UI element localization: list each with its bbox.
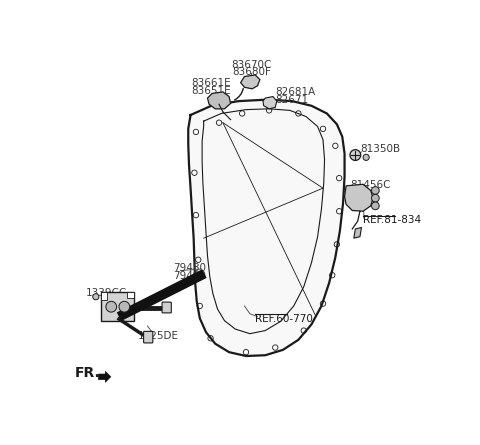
Text: 81456C: 81456C (350, 181, 390, 190)
Text: 79480: 79480 (173, 263, 206, 273)
Circle shape (119, 301, 130, 312)
Polygon shape (345, 184, 373, 211)
Text: REF.81-834: REF.81-834 (363, 215, 421, 225)
Text: 82671: 82671 (275, 95, 308, 105)
Circle shape (372, 194, 379, 202)
Text: 83670C: 83670C (231, 60, 272, 69)
Bar (101, 292, 108, 300)
FancyBboxPatch shape (144, 332, 153, 343)
Circle shape (106, 301, 117, 312)
FancyBboxPatch shape (162, 302, 171, 313)
Polygon shape (354, 227, 361, 238)
Circle shape (363, 154, 369, 161)
Text: 79490: 79490 (173, 271, 206, 280)
Text: 1125DE: 1125DE (138, 331, 179, 340)
Circle shape (372, 202, 379, 210)
Circle shape (93, 294, 99, 300)
Polygon shape (101, 292, 134, 321)
Polygon shape (207, 92, 230, 109)
Circle shape (350, 150, 361, 161)
Text: 81350B: 81350B (360, 144, 400, 154)
Polygon shape (240, 75, 260, 89)
Circle shape (372, 186, 379, 194)
Text: 1339CC: 1339CC (86, 288, 127, 298)
Text: 83661E: 83661E (191, 78, 230, 88)
Text: FR.: FR. (75, 366, 101, 380)
Text: 83680F: 83680F (232, 67, 271, 77)
Text: 82681A: 82681A (275, 87, 315, 97)
Text: REF.60-770: REF.60-770 (255, 314, 313, 324)
Polygon shape (98, 371, 111, 383)
Polygon shape (263, 97, 277, 109)
Polygon shape (188, 100, 345, 356)
Bar (127, 292, 134, 298)
Text: 83651E: 83651E (191, 86, 230, 96)
